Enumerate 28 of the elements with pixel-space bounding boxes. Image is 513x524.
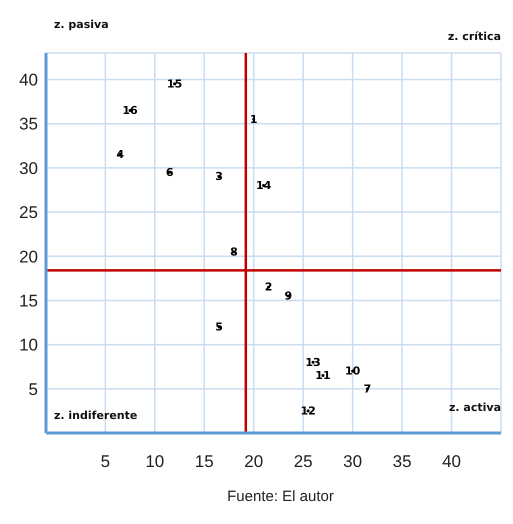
series-label: 10 xyxy=(344,364,361,378)
source-note: Fuente: El autor xyxy=(226,488,335,505)
y-tick-label: 10 xyxy=(19,336,38,355)
annotation: z. activa xyxy=(449,401,501,414)
y-tick-label: 5 xyxy=(28,380,38,399)
x-tick-label: 35 xyxy=(392,452,412,472)
x-tick-label: 20 xyxy=(244,452,264,472)
x-tick-label: 25 xyxy=(294,452,313,472)
x-tick-label: 30 xyxy=(343,452,362,472)
series-label: 11 xyxy=(315,369,331,382)
series-label: 15 xyxy=(166,77,182,90)
y-tick-label: 35 xyxy=(19,114,38,134)
text: z. crítica xyxy=(448,30,501,43)
y-tick-label: 40 xyxy=(19,70,38,90)
x-tick-label: 5 xyxy=(100,452,110,472)
series-label: 14 xyxy=(256,179,272,192)
x-tick-label: 40 xyxy=(442,452,462,472)
x-tick-label: 10 xyxy=(145,452,164,472)
series-label: 12 xyxy=(300,404,316,418)
series-label: 13 xyxy=(305,356,321,369)
y-tick-label: 25 xyxy=(19,203,38,222)
y-tick-label: 15 xyxy=(19,291,38,310)
y-tick-label: 30 xyxy=(19,158,38,178)
series-label: 16 xyxy=(122,104,138,117)
y-tick-label: 20 xyxy=(19,247,38,266)
annotation: z. indiferente xyxy=(54,409,138,422)
text: z. pasiva xyxy=(54,18,109,31)
x-tick-label: 15 xyxy=(194,452,214,472)
